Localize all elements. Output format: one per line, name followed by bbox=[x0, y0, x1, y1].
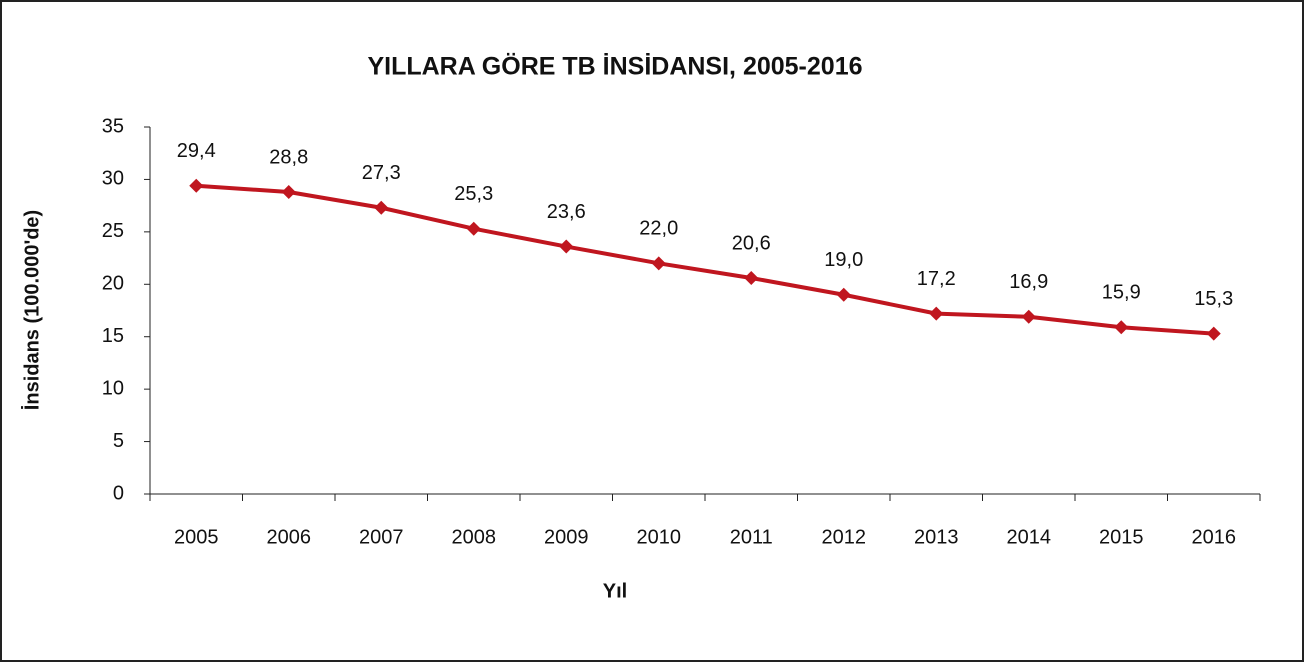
marker bbox=[651, 256, 666, 271]
x-tick-label: 2013 bbox=[914, 526, 959, 548]
data-label: 15,9 bbox=[1102, 282, 1141, 304]
x-tick-label: 2011 bbox=[730, 526, 773, 548]
marker bbox=[1206, 326, 1221, 341]
data-label: 22,0 bbox=[639, 218, 678, 240]
y-tick-label: 25 bbox=[102, 220, 124, 242]
data-label: 29,4 bbox=[177, 140, 216, 162]
x-axis-label: Yıl bbox=[603, 580, 627, 602]
x-tick-label: 2010 bbox=[637, 526, 682, 548]
data-label: 25,3 bbox=[454, 183, 493, 205]
y-tick-label: 35 bbox=[102, 115, 124, 137]
y-axis-label: İnsidans (100.000'de) bbox=[20, 210, 43, 410]
y-tick-label: 15 bbox=[102, 325, 124, 347]
marker bbox=[374, 200, 389, 215]
x-tick-label: 2012 bbox=[822, 526, 867, 548]
data-label: 20,6 bbox=[732, 232, 771, 254]
data-label: 16,9 bbox=[1009, 271, 1048, 293]
y-tick-label: 10 bbox=[102, 377, 124, 399]
marker bbox=[1114, 320, 1129, 335]
data-label: 19,0 bbox=[824, 249, 863, 271]
data-label: 23,6 bbox=[547, 201, 586, 223]
data-label: 28,8 bbox=[269, 146, 308, 168]
data-label: 17,2 bbox=[917, 268, 956, 290]
x-tick-label: 2005 bbox=[174, 526, 219, 548]
marker bbox=[281, 185, 296, 200]
chart-title: YILLARA GÖRE TB İNSİDANSI, 2005-2016 bbox=[367, 52, 862, 81]
x-tick-label: 2015 bbox=[1099, 526, 1144, 548]
x-tick-label: 2014 bbox=[1007, 526, 1052, 548]
x-tick-label: 2006 bbox=[267, 526, 312, 548]
marker bbox=[929, 306, 944, 321]
line bbox=[196, 183, 1214, 336]
x-tick-label: 2009 bbox=[544, 526, 589, 548]
marker bbox=[1021, 309, 1036, 324]
x-tick-label: 2016 bbox=[1192, 526, 1237, 548]
y-tick-label: 0 bbox=[113, 482, 124, 504]
marker bbox=[466, 221, 481, 236]
marker bbox=[744, 270, 759, 285]
marker bbox=[836, 287, 851, 302]
y-tick-label: 20 bbox=[102, 273, 124, 295]
marker bbox=[559, 239, 574, 254]
x-tick-label: 2008 bbox=[452, 526, 497, 548]
y-tick-label: 5 bbox=[113, 430, 124, 452]
marker bbox=[189, 178, 204, 193]
y-tick-label: 30 bbox=[102, 168, 124, 190]
data-label: 15,3 bbox=[1194, 288, 1233, 310]
data-label: 27,3 bbox=[362, 162, 401, 184]
x-tick-label: 2007 bbox=[359, 526, 404, 548]
